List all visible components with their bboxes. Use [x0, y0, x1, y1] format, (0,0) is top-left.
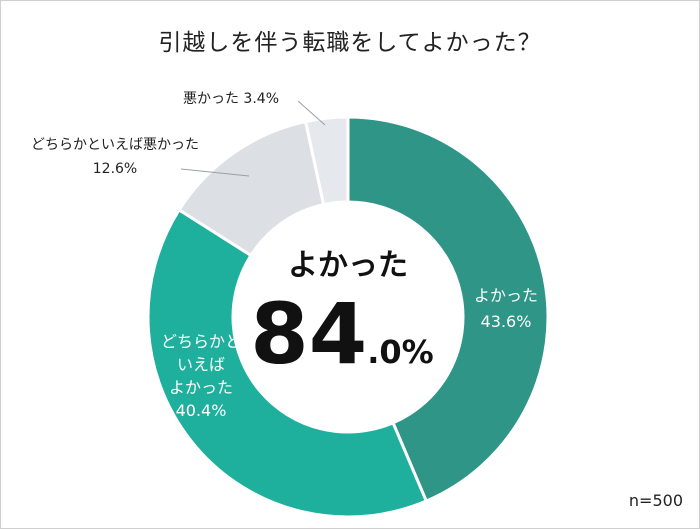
leader-line-3 [180, 168, 250, 177]
slice-label-3: どちらかといえば悪かった 12.6% [31, 137, 199, 177]
chart-title: 引越しを伴う転職をしてよかった？ [158, 30, 542, 56]
donut-slice-4 [304, 115, 350, 207]
donut-slice-2 [146, 208, 428, 519]
center-value: 84.0% [250, 285, 433, 383]
donut-slice-1 [346, 115, 550, 503]
center-label: よかった [288, 248, 408, 283]
slice-label-4: 悪かった 3.4% [183, 91, 279, 107]
slice-label-2: どちらかといえばよかった 40.4% [161, 332, 241, 420]
leader-line-4 [297, 100, 326, 126]
sample-size: n=500 [628, 491, 683, 510]
slice-label-1: よかった 43.6% [474, 286, 538, 331]
